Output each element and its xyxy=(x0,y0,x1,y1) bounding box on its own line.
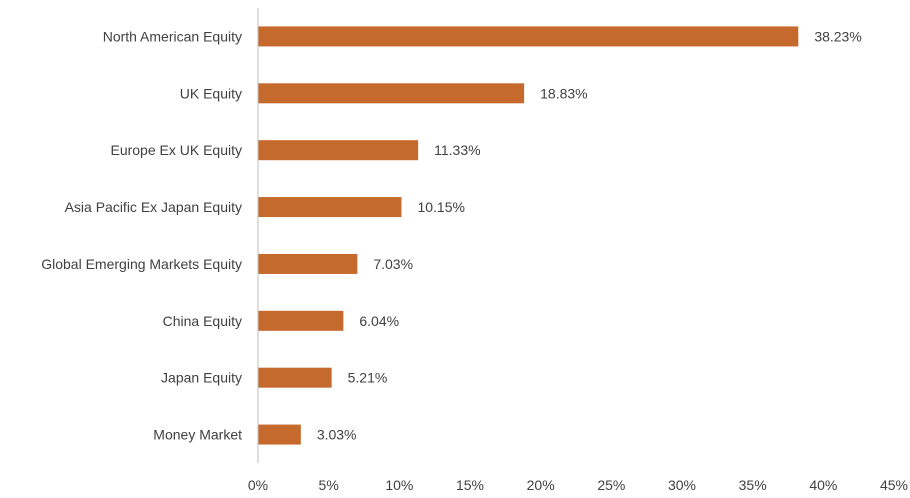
x-tick-label: 45% xyxy=(880,477,908,493)
x-tick-label: 25% xyxy=(597,477,625,493)
data-label: 7.03% xyxy=(373,256,413,272)
data-label: 3.03% xyxy=(317,427,357,443)
category-label: Asia Pacific Ex Japan Equity xyxy=(65,199,242,215)
x-tick-label: 0% xyxy=(248,477,268,493)
category-label: Money Market xyxy=(153,427,242,443)
data-label: 6.04% xyxy=(359,313,399,329)
category-label: Global Emerging Markets Equity xyxy=(41,256,242,272)
category-label: Europe Ex UK Equity xyxy=(110,142,242,158)
bar xyxy=(258,197,402,218)
bars-layer xyxy=(258,26,799,445)
category-label: Japan Equity xyxy=(161,370,242,386)
bar xyxy=(258,424,301,445)
bar xyxy=(258,367,332,388)
data-label: 10.15% xyxy=(417,199,464,215)
data-label: 11.33% xyxy=(434,142,480,158)
x-tick-label: 20% xyxy=(527,477,555,493)
x-tick-label: 35% xyxy=(739,477,767,493)
x-tick-label: 40% xyxy=(809,477,837,493)
data-label: 38.23% xyxy=(814,28,861,44)
bar xyxy=(258,140,419,161)
category-label: China Equity xyxy=(163,313,242,329)
labels-layer: North American Equity 38.23% UK Equity 18.8… xyxy=(41,28,908,493)
category-label: North American Equity xyxy=(103,28,242,44)
data-label: 18.83% xyxy=(540,85,587,101)
x-tick-label: 5% xyxy=(319,477,339,493)
bar xyxy=(258,83,525,104)
bar xyxy=(258,253,358,274)
bar xyxy=(258,26,799,47)
data-label: 5.21% xyxy=(348,370,388,386)
x-tick-label: 10% xyxy=(385,477,413,493)
x-tick-label: 15% xyxy=(456,477,484,493)
x-tick-label: 30% xyxy=(668,477,696,493)
bar xyxy=(258,310,344,331)
category-label: UK Equity xyxy=(180,85,242,101)
